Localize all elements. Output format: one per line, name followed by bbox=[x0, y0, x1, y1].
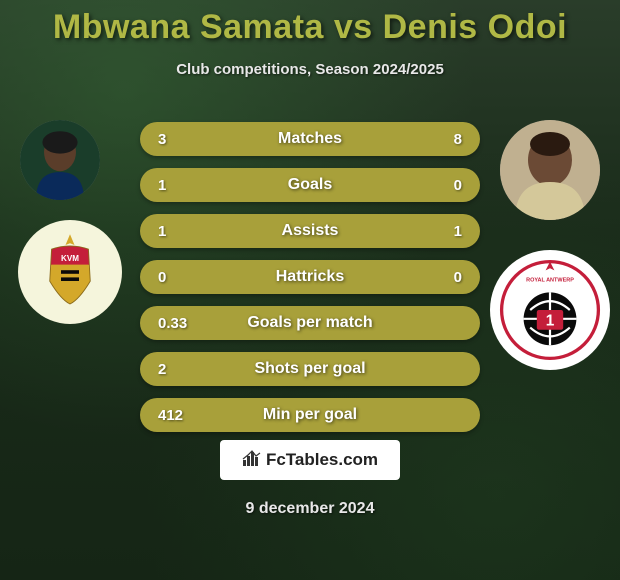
svg-text:1: 1 bbox=[546, 312, 555, 329]
footer-brand-text: FcTables.com bbox=[266, 450, 378, 470]
stat-label: Shots per goal bbox=[140, 360, 480, 378]
stat-label: Goals bbox=[140, 176, 480, 194]
stat-row: 2 Shots per goal bbox=[140, 352, 480, 386]
stat-label: Assists bbox=[140, 222, 480, 240]
bars-icon bbox=[242, 450, 262, 471]
stat-row: 0 Hattricks 0 bbox=[140, 260, 480, 294]
stat-row: 412 Min per goal bbox=[140, 398, 480, 432]
stat-label: Hattricks bbox=[140, 268, 480, 286]
svg-text:ROYAL ANTWERP: ROYAL ANTWERP bbox=[526, 277, 574, 283]
stat-row: 1 Assists 1 bbox=[140, 214, 480, 248]
svg-text:KVM: KVM bbox=[61, 254, 79, 263]
player-left-photo bbox=[20, 120, 100, 200]
club-left-logo: KVM bbox=[18, 220, 122, 324]
stat-row: 3 Matches 8 bbox=[140, 122, 480, 156]
generated-date: 9 december 2024 bbox=[0, 500, 620, 518]
stat-row: 1 Goals 0 bbox=[140, 168, 480, 202]
comparison-title: Mbwana Samata vs Denis Odoi bbox=[0, 0, 620, 47]
player-right-photo bbox=[500, 120, 600, 220]
stat-label: Matches bbox=[140, 130, 480, 148]
stat-label: Goals per match bbox=[140, 314, 480, 332]
comparison-subtitle: Club competitions, Season 2024/2025 bbox=[0, 61, 620, 78]
stat-label: Min per goal bbox=[140, 406, 480, 424]
stat-row: 0.33 Goals per match bbox=[140, 306, 480, 340]
footer-brand: FcTables.com bbox=[220, 440, 400, 480]
stats-container: 3 Matches 8 1 Goals 0 1 Assists 1 0 Hatt… bbox=[140, 122, 480, 444]
club-right-logo: 1 ROYAL ANTWERP bbox=[490, 250, 610, 370]
